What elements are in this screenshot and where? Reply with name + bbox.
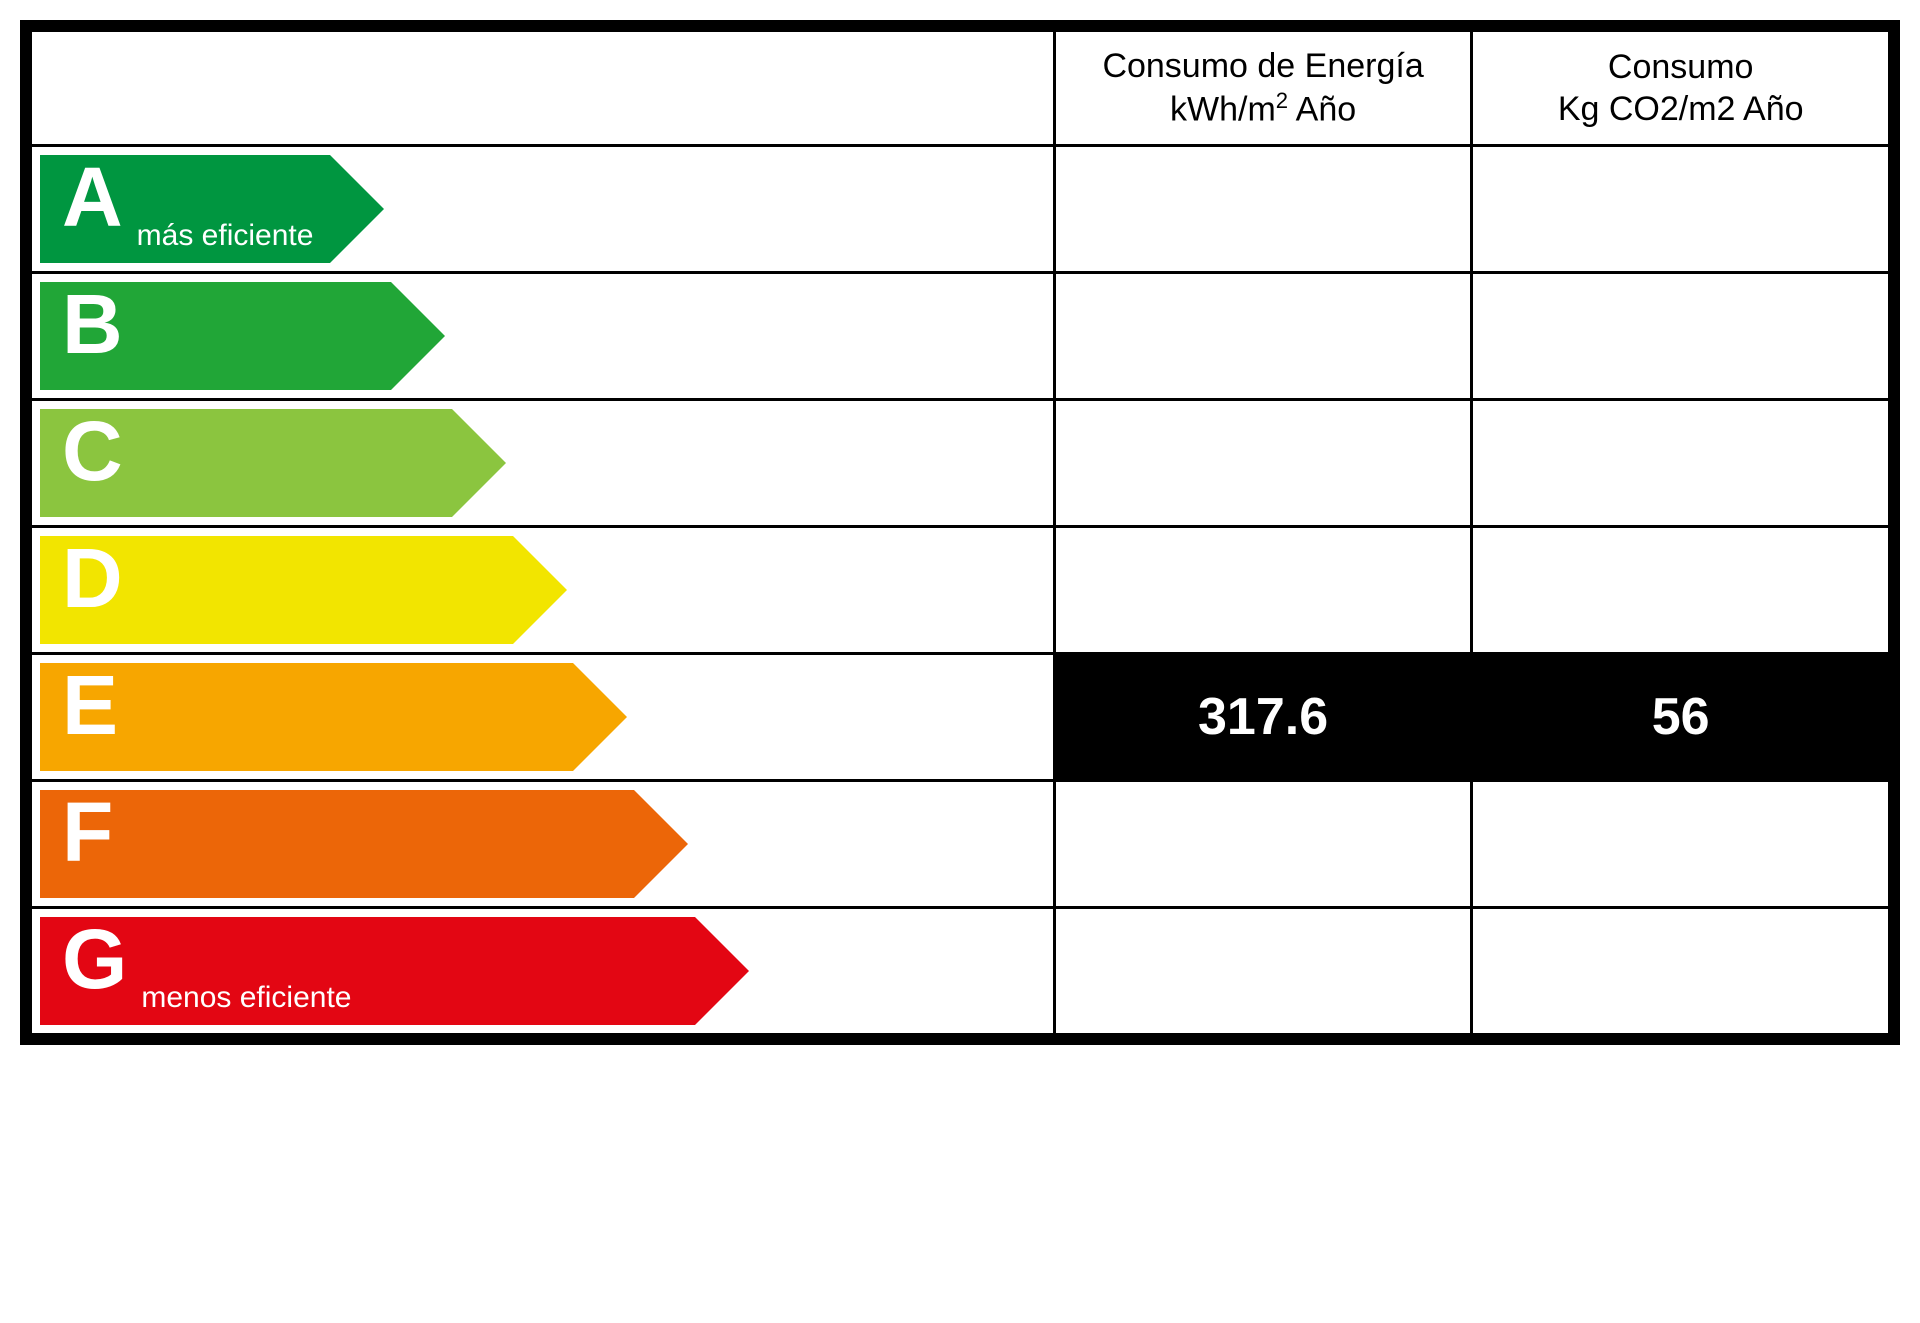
rating-arrow-cell: B xyxy=(32,274,1053,398)
rating-arrow-body: C xyxy=(40,409,452,517)
header-col2-line1: Consumo xyxy=(1608,48,1754,86)
energy-value-b xyxy=(1053,274,1471,398)
rating-arrow-g: Gmenos eficiente xyxy=(40,917,749,1025)
rating-letter: G xyxy=(62,917,127,1001)
rating-arrow-d: D xyxy=(40,536,567,644)
header-empty-cell xyxy=(32,32,1053,144)
arrow-tip-icon xyxy=(330,155,384,263)
rating-letter: B xyxy=(62,282,123,366)
co2-value-a xyxy=(1470,147,1888,271)
energy-efficiency-label: Consumo de Energía kWh/m2 Año Consumo Kg… xyxy=(20,20,1900,1045)
rating-letter: A xyxy=(62,155,123,239)
rating-arrow-cell: F xyxy=(32,782,1053,906)
energy-value-g xyxy=(1053,909,1471,1033)
co2-value-c xyxy=(1470,401,1888,525)
rating-letter: E xyxy=(62,663,118,747)
co2-value-b xyxy=(1470,274,1888,398)
header-co2-consumption: Consumo Kg CO2/m2 Año xyxy=(1470,32,1888,144)
header-col1-sup: 2 xyxy=(1276,88,1288,113)
rating-arrow-body: Gmenos eficiente xyxy=(40,917,695,1025)
rating-subtext: menos eficiente xyxy=(141,981,351,1025)
energy-value-c xyxy=(1053,401,1471,525)
arrow-tip-icon xyxy=(391,282,445,390)
rating-arrow-body: E xyxy=(40,663,573,771)
rating-arrow-cell: E xyxy=(32,655,1053,779)
rating-arrow-f: F xyxy=(40,790,688,898)
rating-row-d: D xyxy=(32,528,1888,655)
rating-row-a: Amás eficiente xyxy=(32,147,1888,274)
arrow-tip-icon xyxy=(634,790,688,898)
energy-value-e: 317.6 xyxy=(1053,655,1471,779)
co2-value-d xyxy=(1470,528,1888,652)
rating-arrow-cell: Gmenos eficiente xyxy=(32,909,1053,1033)
header-col2-line2: Kg CO2/m2 Año xyxy=(1558,90,1804,128)
energy-value-a xyxy=(1053,147,1471,271)
rating-letter: D xyxy=(62,536,123,620)
rating-letter: C xyxy=(62,409,123,493)
energy-value-d xyxy=(1053,528,1471,652)
co2-value-f xyxy=(1470,782,1888,906)
rating-arrow-body: D xyxy=(40,536,513,644)
header-col1-tail: Año xyxy=(1288,91,1356,129)
rating-arrow-cell: Amás eficiente xyxy=(32,147,1053,271)
rating-row-c: C xyxy=(32,401,1888,528)
rating-row-b: B xyxy=(32,274,1888,401)
co2-value-g xyxy=(1470,909,1888,1033)
co2-value-e: 56 xyxy=(1470,655,1888,779)
energy-value-f xyxy=(1053,782,1471,906)
rating-arrow-body: F xyxy=(40,790,634,898)
rating-letter: F xyxy=(62,790,113,874)
rating-arrow-c: C xyxy=(40,409,506,517)
rating-row-e: E 317.656 xyxy=(32,655,1888,782)
rating-arrow-cell: C xyxy=(32,401,1053,525)
rating-arrow-body: B xyxy=(40,282,391,390)
rating-arrow-body: Amás eficiente xyxy=(40,155,330,263)
header-col1-line2: kWh/m xyxy=(1170,91,1276,129)
rating-arrow-a: Amás eficiente xyxy=(40,155,384,263)
arrow-tip-icon xyxy=(695,917,749,1025)
rating-row-g: Gmenos eficiente xyxy=(32,909,1888,1033)
arrow-tip-icon xyxy=(573,663,627,771)
rating-arrow-cell: D xyxy=(32,528,1053,652)
header-energy-consumption: Consumo de Energía kWh/m2 Año xyxy=(1053,32,1471,144)
header-row: Consumo de Energía kWh/m2 Año Consumo Kg… xyxy=(32,32,1888,147)
arrow-tip-icon xyxy=(452,409,506,517)
arrow-tip-icon xyxy=(513,536,567,644)
rating-row-f: F xyxy=(32,782,1888,909)
rating-subtext: más eficiente xyxy=(137,219,314,263)
rating-arrow-e: E xyxy=(40,663,627,771)
rating-arrow-b: B xyxy=(40,282,445,390)
header-col1-line1: Consumo de Energía xyxy=(1102,47,1423,85)
